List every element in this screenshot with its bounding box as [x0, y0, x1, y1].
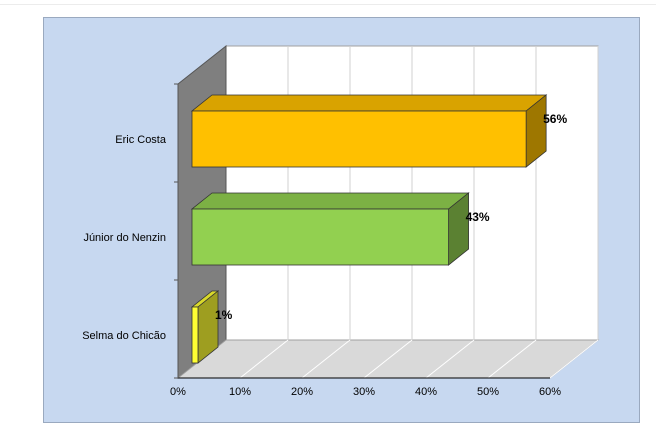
data-label: 1% — [215, 308, 233, 322]
chart-bars — [190, 94, 548, 364]
chart-axis: 0% 10% 20% 30% 40% 50% 60% — [170, 83, 561, 398]
chart-labels: Eric Costa 56% Júnior do Nenzin 43% Selma do… — [82, 112, 567, 342]
x-tick-label: 40% — [415, 386, 437, 398]
category-label: Eric Costa — [115, 134, 167, 146]
top-divider — [0, 0, 656, 5]
data-label: 43% — [466, 210, 490, 224]
bar-front-face — [191, 306, 199, 364]
x-tick-label: 20% — [291, 386, 313, 398]
bar-front-face — [191, 110, 527, 168]
gridline-floor — [301, 339, 351, 379]
x-tick-label: 30% — [353, 386, 375, 398]
x-tick-label: 0% — [170, 386, 186, 398]
bar — [190, 94, 548, 168]
x-tick-label: 10% — [229, 386, 251, 398]
x-tick-label: 60% — [539, 386, 561, 398]
category-label: Júnior do Nenzin — [83, 232, 166, 244]
gridline-floor — [549, 339, 599, 379]
gridline-floor — [425, 339, 475, 379]
bar-top-face — [190, 192, 470, 210]
data-label: 56% — [543, 112, 567, 126]
gridline-floor — [239, 339, 289, 379]
bar-top-face — [190, 94, 548, 112]
category-label: Selma do Chicão — [82, 330, 166, 342]
bar — [190, 192, 470, 266]
bar — [190, 290, 220, 364]
x-tick-label: 50% — [477, 386, 499, 398]
bar-front-face — [191, 208, 449, 266]
gridline-floor — [363, 339, 413, 379]
gridline-floor — [487, 339, 537, 379]
